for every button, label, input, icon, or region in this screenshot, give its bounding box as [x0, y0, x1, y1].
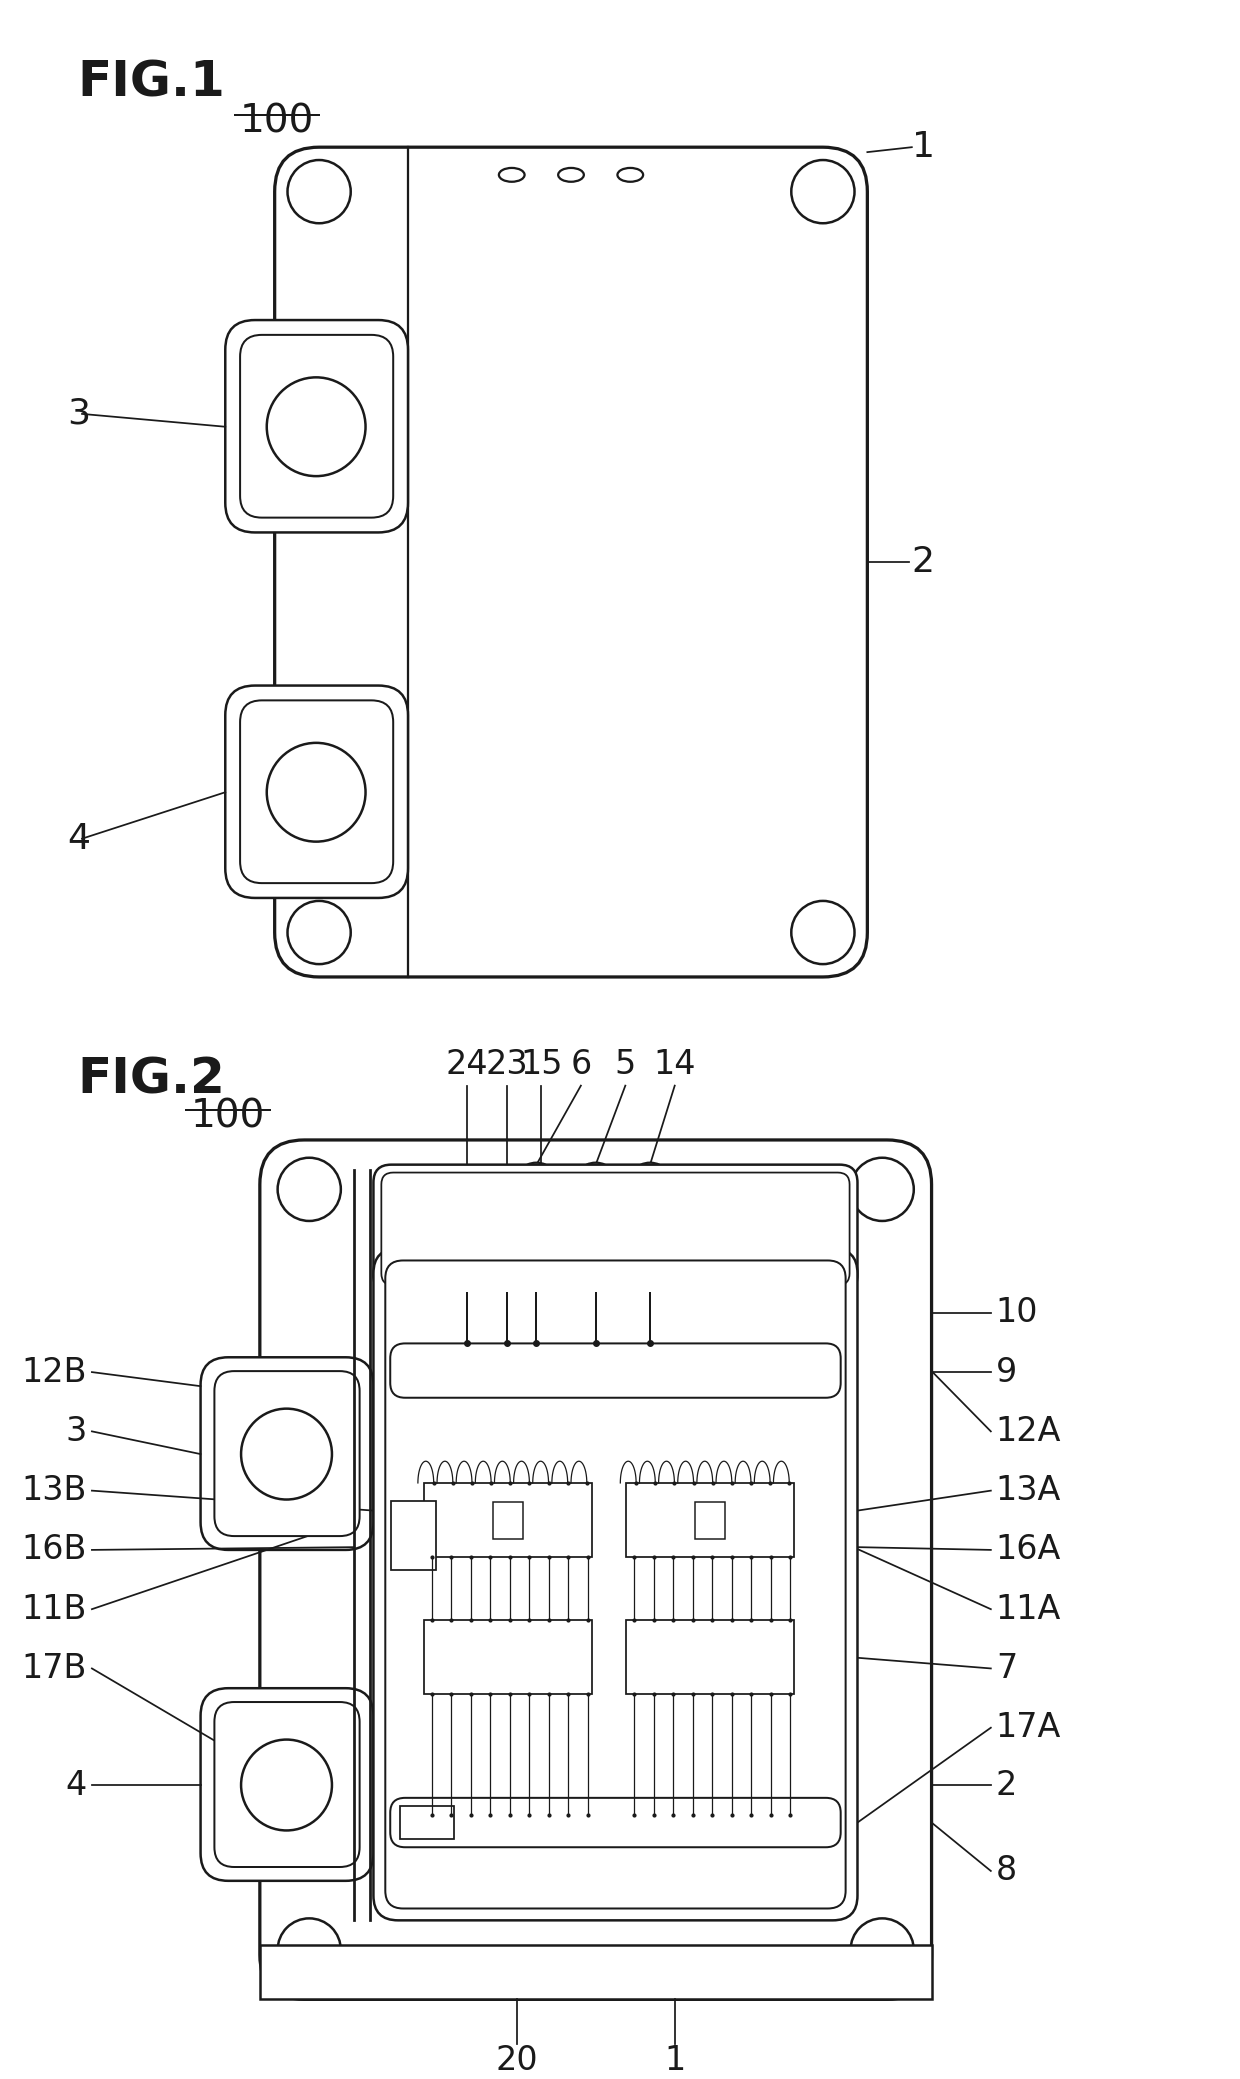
FancyBboxPatch shape — [260, 1139, 931, 2000]
Circle shape — [278, 1919, 341, 1981]
Circle shape — [288, 160, 351, 222]
Text: 4: 4 — [66, 1769, 87, 1802]
FancyBboxPatch shape — [373, 1249, 858, 1921]
Circle shape — [288, 900, 351, 965]
Ellipse shape — [637, 1162, 663, 1177]
Bar — [626, 1620, 794, 1694]
Text: 20: 20 — [495, 2044, 538, 2077]
Text: 9: 9 — [996, 1356, 1017, 1389]
Text: 23: 23 — [486, 1048, 528, 1081]
Text: 3: 3 — [67, 397, 91, 430]
Circle shape — [791, 900, 854, 965]
Text: 13B: 13B — [21, 1474, 87, 1507]
Circle shape — [241, 1740, 332, 1830]
Text: FIG.2: FIG.2 — [77, 1056, 224, 1104]
Bar — [392, 1501, 435, 1570]
Text: 15: 15 — [520, 1048, 563, 1081]
Ellipse shape — [523, 1162, 549, 1177]
Text: 24: 24 — [446, 1048, 489, 1081]
Ellipse shape — [583, 1162, 609, 1177]
Bar — [401, 1807, 454, 1840]
Text: 2: 2 — [996, 1769, 1017, 1802]
Text: 100: 100 — [191, 1098, 265, 1135]
FancyBboxPatch shape — [241, 335, 393, 518]
FancyBboxPatch shape — [274, 148, 867, 977]
Text: 1: 1 — [911, 131, 935, 164]
Bar — [626, 1482, 794, 1557]
FancyBboxPatch shape — [226, 320, 408, 532]
Circle shape — [267, 742, 366, 842]
FancyBboxPatch shape — [386, 1260, 846, 1909]
Text: 16B: 16B — [21, 1534, 87, 1565]
Text: 2: 2 — [911, 545, 935, 580]
Text: 16A: 16A — [996, 1534, 1061, 1565]
Circle shape — [851, 1919, 914, 1981]
Text: 4: 4 — [67, 821, 91, 857]
Ellipse shape — [618, 168, 644, 181]
Text: 17B: 17B — [21, 1653, 87, 1684]
Text: 13A: 13A — [996, 1474, 1061, 1507]
Circle shape — [851, 1158, 914, 1220]
Text: FIG.1: FIG.1 — [77, 58, 224, 106]
Text: 12B: 12B — [21, 1356, 87, 1389]
FancyBboxPatch shape — [215, 1703, 360, 1867]
Bar — [696, 1501, 725, 1538]
Text: 100: 100 — [241, 102, 315, 141]
Text: 14: 14 — [653, 1048, 696, 1081]
FancyBboxPatch shape — [391, 1343, 841, 1397]
Text: 1: 1 — [665, 2044, 686, 2077]
FancyBboxPatch shape — [241, 701, 393, 884]
Text: 7: 7 — [996, 1653, 1017, 1684]
FancyBboxPatch shape — [215, 1372, 360, 1536]
Text: 17A: 17A — [996, 1711, 1061, 1744]
Circle shape — [241, 1410, 332, 1499]
Ellipse shape — [498, 168, 525, 181]
Text: 5: 5 — [615, 1048, 636, 1081]
Bar — [424, 1620, 591, 1694]
Text: 10: 10 — [996, 1297, 1038, 1328]
Text: 3: 3 — [66, 1416, 87, 1447]
Text: 6: 6 — [570, 1048, 591, 1081]
Bar — [494, 1501, 522, 1538]
Text: 8: 8 — [996, 1854, 1017, 1888]
Circle shape — [791, 160, 854, 222]
Circle shape — [278, 1158, 341, 1220]
FancyBboxPatch shape — [373, 1164, 858, 1293]
FancyBboxPatch shape — [226, 686, 408, 898]
Text: 12A: 12A — [996, 1416, 1061, 1447]
Text: 11B: 11B — [21, 1593, 87, 1626]
Text: 11A: 11A — [996, 1593, 1061, 1626]
Bar — [424, 1482, 591, 1557]
FancyBboxPatch shape — [391, 1798, 841, 1848]
FancyBboxPatch shape — [201, 1688, 373, 1881]
FancyBboxPatch shape — [382, 1173, 849, 1285]
Ellipse shape — [558, 168, 584, 181]
FancyBboxPatch shape — [201, 1358, 373, 1551]
Circle shape — [267, 378, 366, 476]
Bar — [260, 1946, 931, 2000]
